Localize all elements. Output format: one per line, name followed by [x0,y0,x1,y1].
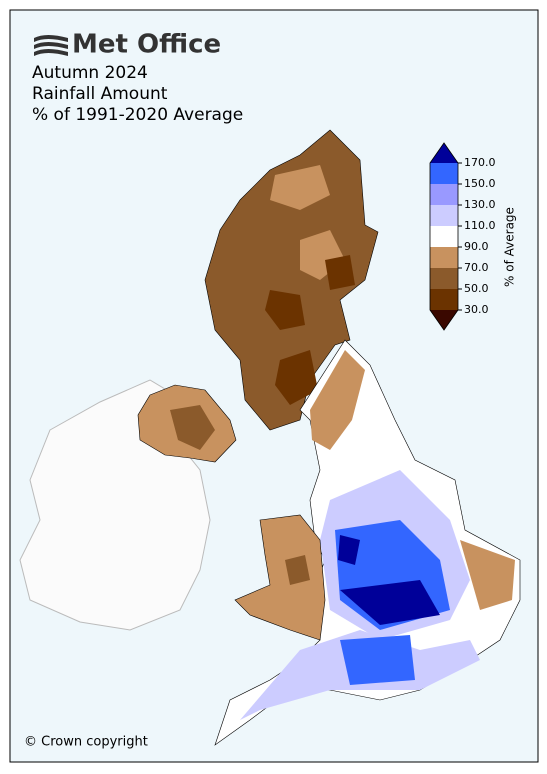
colorbar-extend-low [430,310,458,330]
copyright: © Crown copyright [24,735,148,750]
colorbar-tick-label: 150.0 [464,177,496,190]
colorbar-label: % of Average [503,207,517,287]
logo-icon [34,35,68,56]
wales [234,514,326,641]
colorbar-bin [430,184,458,205]
title-line: Rainfall Amount [32,84,168,104]
colorbar-bin [430,226,458,247]
colorbar-bin [430,163,458,184]
colorbar-bin [430,268,458,289]
colorbar-extend-high [430,143,458,163]
colorbar-tick-label: 110.0 [464,219,496,232]
colorbar-bin [430,247,458,268]
colorbar-tick-label: 90.0 [464,240,489,253]
colorbar-tick-label: 170.0 [464,156,496,169]
colorbar-tick-label: 30.0 [464,303,489,316]
title-line: Autumn 2024 [32,63,148,83]
northern-ireland [137,384,237,463]
colorbar-bin [430,289,458,310]
title-line: % of 1991-2020 Average [32,105,243,125]
colorbar-tick-label: 50.0 [464,282,489,295]
logo-text: Met Office [72,30,221,60]
colorbar-tick-label: 70.0 [464,261,489,274]
colorbar-bin [430,205,458,226]
scotland [204,129,379,431]
colorbar-tick-label: 130.0 [464,198,496,211]
colorbar: 30.0 50.0 70.0 90.0 110.0 130.0 150.0 170.0 [429,142,496,331]
england [214,339,521,746]
